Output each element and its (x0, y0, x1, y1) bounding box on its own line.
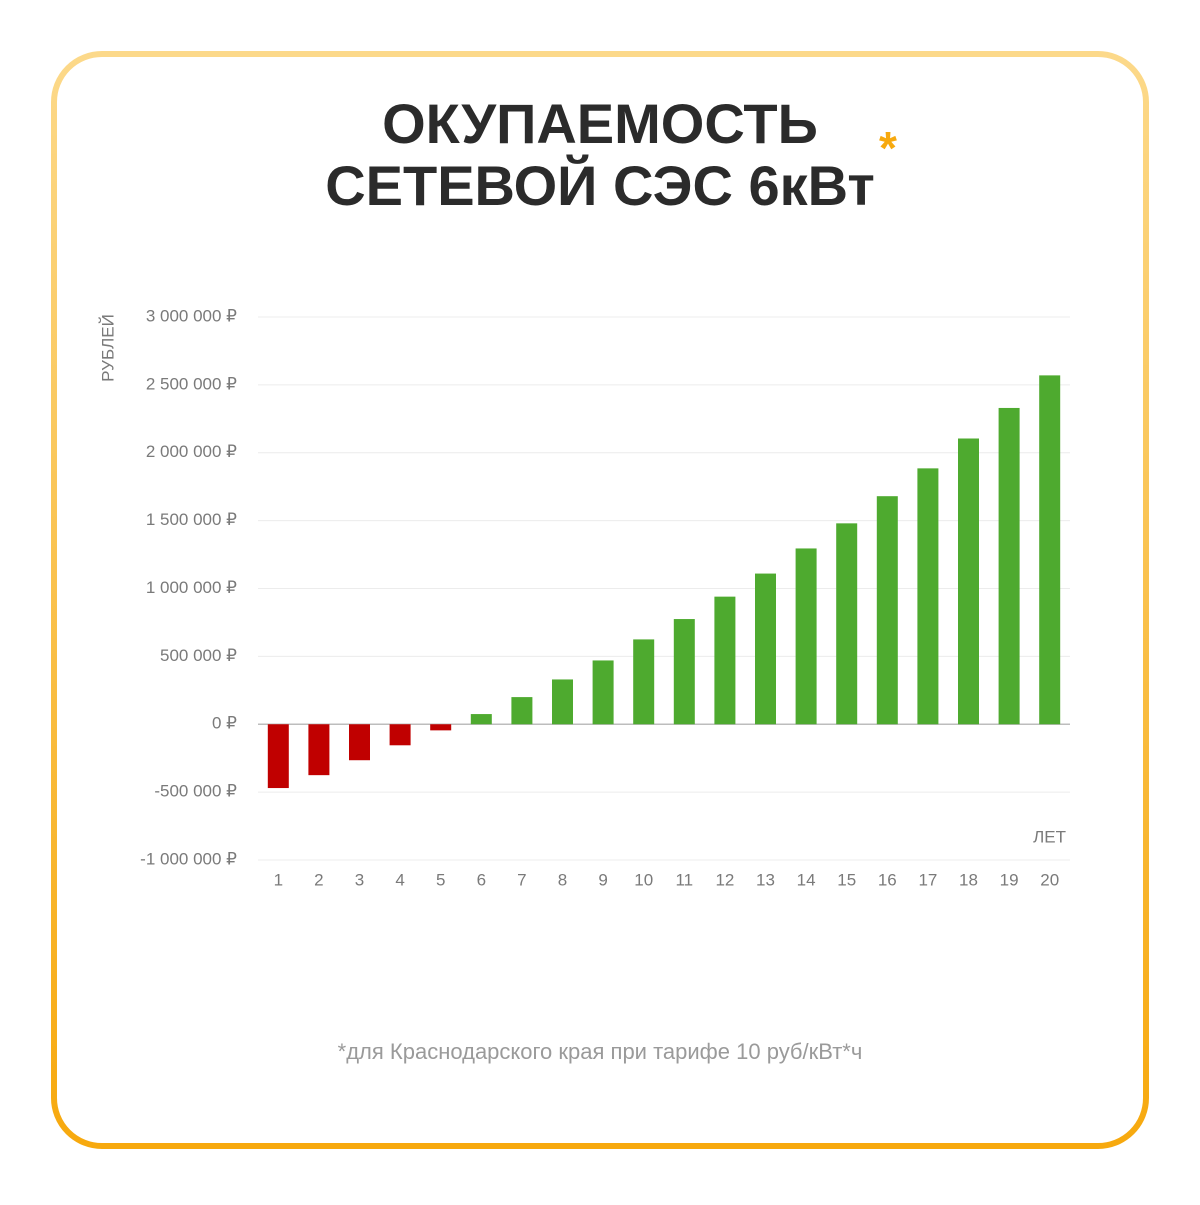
x-tick-label: 4 (395, 870, 404, 889)
x-tick-label: 2 (314, 870, 323, 889)
y-tick-label: 1 000 000 ₽ (146, 578, 237, 597)
x-tick-label: 17 (918, 870, 937, 889)
x-tick-label: 3 (355, 870, 364, 889)
y-tick-label: 2 500 000 ₽ (146, 374, 237, 393)
bar (308, 724, 330, 776)
x-tick-label: 19 (1000, 870, 1019, 889)
x-tick-label: 13 (756, 870, 775, 889)
x-tick-label: 18 (959, 870, 978, 889)
x-tick-label: 11 (675, 870, 693, 889)
x-tick-label: 16 (878, 870, 897, 889)
x-tick-label: 1 (274, 870, 283, 889)
title-mark: * (879, 122, 897, 174)
x-axis-label: ЛЕТ (1033, 827, 1066, 846)
x-tick-label: 14 (797, 870, 816, 889)
bar (958, 438, 979, 725)
x-tick-label: 8 (558, 870, 567, 889)
x-tick-label: 6 (477, 870, 486, 889)
bar (917, 468, 939, 725)
x-tick-label: 12 (715, 870, 734, 889)
bar (673, 619, 695, 725)
x-tick-label: 15 (837, 870, 856, 889)
chart-title: СЕТЕВОЙ СЭС 6кВт (325, 154, 875, 217)
bar (714, 596, 736, 725)
x-tick-label: 20 (1040, 870, 1059, 889)
y-axis-label: РУБЛЕЙ (98, 314, 117, 382)
bar (267, 724, 289, 789)
footnote: *для Краснодарского края при тарифе 10 р… (338, 1039, 863, 1064)
y-tick-label: 0 ₽ (212, 714, 237, 733)
bar (795, 548, 817, 725)
bar (389, 724, 411, 746)
y-tick-label: 1 500 000 ₽ (146, 510, 237, 529)
bar (633, 639, 655, 725)
bar (470, 714, 492, 725)
x-tick-label: 10 (634, 870, 653, 889)
bar (755, 573, 776, 725)
bar (836, 523, 858, 725)
chart-title: ОКУПАЕМОСТЬ (382, 92, 818, 155)
bar (349, 724, 370, 761)
bar (552, 679, 573, 725)
y-tick-label: -500 000 ₽ (154, 782, 237, 801)
y-tick-label: -1 000 000 ₽ (140, 849, 237, 868)
y-tick-label: 500 000 ₽ (160, 646, 237, 665)
x-tick-label: 7 (517, 870, 526, 889)
y-tick-label: 3 000 000 ₽ (146, 306, 237, 325)
bar (998, 407, 1020, 725)
bar (592, 660, 614, 725)
y-tick-label: 2 000 000 ₽ (146, 442, 237, 461)
bar (511, 697, 533, 725)
bar (1039, 375, 1061, 725)
bar (430, 724, 452, 731)
frame (51, 51, 1149, 1149)
x-tick-label: 9 (598, 870, 607, 889)
x-tick-label: 5 (436, 870, 445, 889)
bar (876, 496, 898, 725)
